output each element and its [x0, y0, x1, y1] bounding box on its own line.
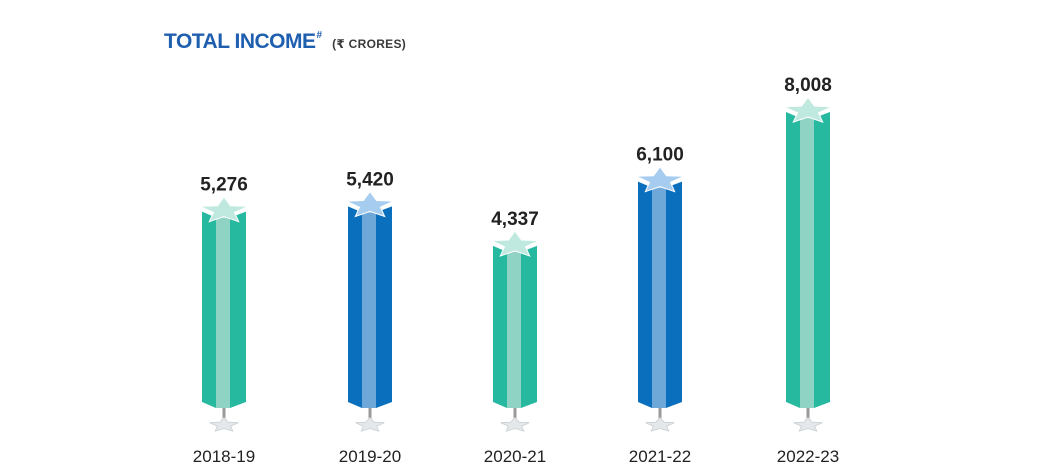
bar-value-label: 4,337: [491, 209, 539, 230]
bar-facet-left: [202, 211, 216, 408]
x-tick-label: 2020-21: [484, 447, 546, 466]
bar-base-star: [793, 416, 823, 432]
x-tick-label: 2018-19: [193, 447, 255, 466]
bar-base-star: [355, 416, 385, 432]
bar-facet-middle: [362, 212, 376, 408]
bar-facet-middle: [652, 187, 666, 408]
bar-value-label: 8,008: [784, 75, 832, 96]
chart-title-footnote-mark: #: [316, 30, 323, 41]
bar-facet-middle: [800, 118, 814, 408]
bar-facet-left: [348, 206, 362, 408]
bar-facet-right: [814, 112, 830, 408]
bar-facet-left: [493, 245, 507, 408]
x-tick-label: 2019-20: [339, 447, 401, 466]
bar-facet-right: [376, 206, 392, 408]
x-tick-label: 2021-22: [629, 447, 691, 466]
bar-value-label: 5,276: [200, 175, 248, 196]
chart-title: TOTAL INCOME# (₹ CRORES): [164, 30, 406, 54]
bar-top-star: [345, 190, 395, 218]
chart-unit-label: (₹ CRORES): [332, 37, 407, 51]
bar-value-label: 5,420: [346, 169, 394, 190]
bar-top-star: [783, 96, 833, 123]
bar-value-label: 6,100: [636, 145, 684, 166]
bar-facet-left: [638, 181, 652, 408]
bar-facet-right: [666, 181, 682, 408]
bar-top-star: [490, 230, 540, 257]
bar-facet-right: [230, 211, 246, 408]
bar-facet-left: [786, 112, 800, 408]
bar-facet-middle: [507, 251, 521, 408]
bar-top-star: [635, 165, 685, 193]
chart-title-text: TOTAL INCOME: [164, 30, 316, 53]
bar-base-star: [209, 416, 239, 432]
x-tick-label: 2022-23: [777, 447, 839, 466]
bar-facet-right: [521, 245, 537, 408]
bar-base-star: [645, 416, 675, 432]
bar-base-star: [500, 416, 530, 432]
bar-top-star: [199, 196, 249, 223]
bar-facet-middle: [216, 217, 230, 408]
